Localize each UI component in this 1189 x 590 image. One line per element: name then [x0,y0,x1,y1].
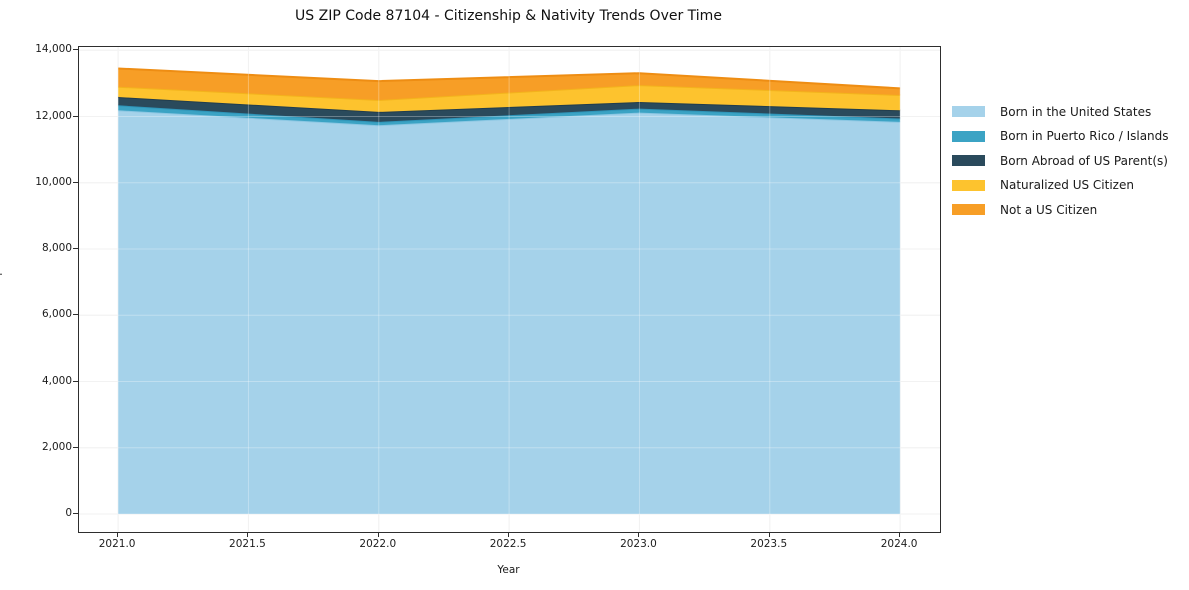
x-tick [638,532,640,537]
x-tick [508,532,510,537]
y-tick-label: 12,000 [35,109,72,122]
x-tick-label: 2023.5 [750,538,788,550]
y-tick [73,181,78,183]
legend-label: Naturalized US Citizen [1000,178,1134,193]
x-tick-label: 2022.0 [359,538,397,550]
chart-title: US ZIP Code 87104 - Citizenship & Nativi… [295,8,722,24]
y-tick-label: 14,000 [35,43,72,56]
legend-item: Born in Puerto Rico / Islands [952,128,1169,146]
x-tick [117,532,119,537]
area-edge-not-a-us-citizen [118,67,901,90]
plot-area [78,46,941,533]
legend-label: Born in the United States [1000,104,1152,119]
y-tick [73,314,78,316]
legend-label: Not a US Citizen [1000,202,1098,217]
y-tick [73,446,78,448]
y-tick-label: 6,000 [41,308,72,321]
legend-item: Born in the United States [952,103,1169,121]
area-band-naturalized-us-citizen [118,85,901,112]
area-band-born-in-the-united-states [118,110,901,515]
legend-item: Born Abroad of US Parent(s) [952,152,1169,170]
stacked-area-canvas [79,47,940,532]
legend-item: Naturalized US Citizen [952,177,1169,195]
x-tick [377,532,379,537]
y-tick [73,115,78,117]
area-band-not-a-us-citizen [118,68,901,100]
y-tick [73,513,78,514]
x-tick [247,532,249,537]
legend-swatch-icon [952,204,985,216]
legend-item: Not a US Citizen [952,201,1169,219]
x-tick-label: 2021.0 [98,538,136,550]
y-tick [73,49,78,51]
x-tick-label: 2022.5 [489,538,527,550]
y-tick-label: 8,000 [41,242,72,255]
x-tick [768,532,770,537]
legend-swatch-icon [952,130,985,142]
y-tick-label: 0 [65,507,72,519]
legend-swatch-icon [952,155,985,167]
legend-swatch-icon [952,179,985,191]
y-tick [73,380,78,382]
legend-label: Born in Puerto Rico / Islands [1000,129,1169,144]
area-band-born-abroad-of-us-parent-s- [118,97,901,122]
legend-swatch-icon [952,106,985,118]
y-tick [73,248,78,250]
legend-label: Born Abroad of US Parent(s) [1000,153,1168,168]
y-tick-label: 2,000 [41,440,72,453]
y-tick-label: 10,000 [35,175,72,188]
x-tick-label: 2024.0 [880,538,918,550]
x-tick-label: 2023.0 [620,538,657,550]
x-tick [899,532,901,537]
x-axis-label: Year [497,564,520,576]
y-tick-label: 4,000 [41,374,72,387]
legend: Born in the United States Born in Puerto … [952,103,1169,219]
x-tick-label: 2021.5 [229,538,266,550]
y-axis-label: Population [0,232,3,288]
